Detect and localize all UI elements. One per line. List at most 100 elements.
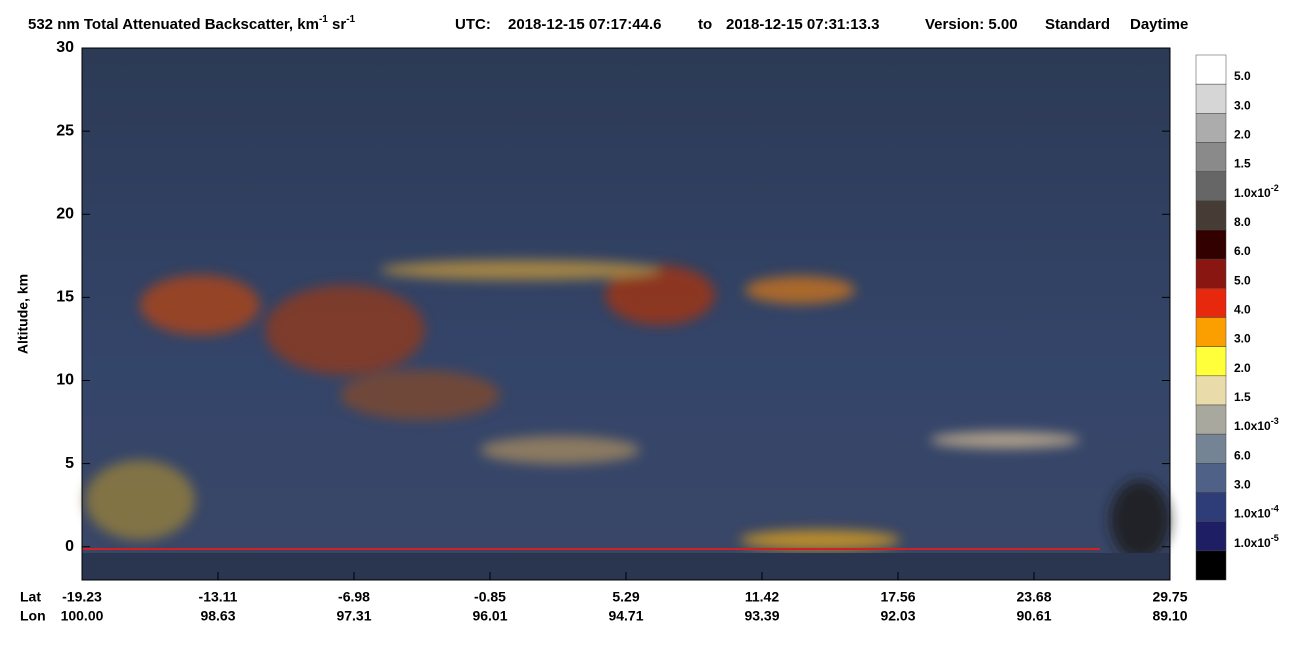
to-label: to bbox=[698, 16, 712, 33]
colorbar-label: 5.0 bbox=[1234, 274, 1251, 288]
lat-tick-label: -0.85 bbox=[474, 589, 506, 605]
colorbar-label-text: 5.0 bbox=[1234, 69, 1251, 83]
lon-tick-label: 92.03 bbox=[880, 608, 915, 624]
lat-tick-label: 11.42 bbox=[745, 589, 779, 605]
lon-tick-label: 100.00 bbox=[61, 608, 104, 624]
end-time: 2018-12-15 07:31:13.3 bbox=[726, 16, 879, 33]
colorbar-swatch bbox=[1195, 229, 1227, 260]
colorbar-label-text: 1.0x10 bbox=[1234, 536, 1271, 550]
colorbar-swatch bbox=[1195, 200, 1227, 231]
colorbar-label-exp: -5 bbox=[1271, 533, 1279, 543]
y-tick-label: 15 bbox=[56, 289, 74, 306]
colorbar-swatch bbox=[1195, 83, 1227, 114]
cloud-field bbox=[85, 260, 1170, 560]
colorbar-label: 1.5 bbox=[1234, 157, 1251, 171]
colorbar-swatch bbox=[1195, 492, 1227, 522]
colorbar-label-text: 1.5 bbox=[1234, 390, 1251, 404]
colorbar-label: 1.5 bbox=[1234, 390, 1251, 404]
colorbar-label: 4.0 bbox=[1234, 303, 1251, 317]
colorbar-label-text: 1.0x10 bbox=[1234, 419, 1271, 433]
chart-title: 532 nm Total Attenuated Backscatter, km-… bbox=[28, 14, 356, 33]
colorbar-swatch bbox=[1195, 113, 1227, 143]
lon-tick-label: 96.01 bbox=[472, 608, 507, 624]
lon-tick-label: 98.63 bbox=[200, 608, 235, 624]
colorbar-swatch bbox=[1195, 463, 1227, 493]
colorbar-swatch bbox=[1195, 258, 1227, 289]
y-tick-label: 25 bbox=[56, 122, 74, 139]
y-tick-label: 20 bbox=[56, 205, 74, 222]
colorbar-label: 3.0 bbox=[1234, 478, 1251, 492]
colorbar-label-text: 1.5 bbox=[1234, 157, 1251, 171]
colorbar-label: 2.0 bbox=[1234, 128, 1251, 142]
lat-tick-label: 5.29 bbox=[612, 589, 639, 605]
lon-tick-label: 90.61 bbox=[1016, 608, 1051, 624]
colorbar-label-text: 1.0x10 bbox=[1234, 507, 1271, 521]
colorbar: 5.03.02.01.51.0x10-28.06.05.04.03.02.01.… bbox=[1195, 54, 1279, 581]
colorbar-label-text: 3.0 bbox=[1234, 478, 1251, 492]
colorbar-label: 6.0 bbox=[1234, 244, 1251, 258]
lat-tick-label: -19.23 bbox=[62, 589, 102, 605]
y-tick-label: 0 bbox=[65, 538, 74, 555]
lat-tick-label: 29.75 bbox=[1152, 589, 1187, 605]
lat-tick-label: 17.56 bbox=[880, 589, 915, 605]
y-axis-label: Altitude, km bbox=[15, 274, 31, 354]
colorbar-label: 1.0x10-3 bbox=[1234, 417, 1279, 434]
colorbar-label-exp: -2 bbox=[1271, 183, 1279, 193]
colorbar-swatch bbox=[1195, 375, 1227, 406]
title-sup: -1 bbox=[319, 14, 328, 25]
lat-tick-label: -6.98 bbox=[338, 589, 370, 605]
colorbar-swatch bbox=[1195, 550, 1227, 581]
colorbar-swatch bbox=[1195, 54, 1227, 85]
lon-tick-label: 94.71 bbox=[608, 608, 643, 624]
colorbar-label: 3.0 bbox=[1234, 332, 1251, 346]
colorbar-label-text: 4.0 bbox=[1234, 303, 1251, 317]
lon-tick-label: 97.31 bbox=[336, 608, 371, 624]
colorbar-swatch bbox=[1195, 433, 1227, 464]
lat-tick-label: 23.68 bbox=[1016, 589, 1051, 605]
colorbar-label-exp: -4 bbox=[1271, 504, 1279, 514]
colorbar-label-text: 2.0 bbox=[1234, 361, 1251, 375]
product: Standard bbox=[1045, 16, 1110, 33]
title-text: sr bbox=[328, 16, 347, 33]
lat-label: Lat bbox=[20, 589, 41, 605]
colorbar-label-text: 5.0 bbox=[1234, 274, 1251, 288]
colorbar-label: 5.0 bbox=[1234, 69, 1251, 83]
y-tick-label: 30 bbox=[56, 39, 74, 56]
colorbar-swatch bbox=[1195, 346, 1227, 377]
colorbar-label-text: 3.0 bbox=[1234, 99, 1251, 113]
colorbar-label-text: 2.0 bbox=[1234, 128, 1251, 142]
utc-label: UTC: bbox=[455, 16, 491, 33]
colorbar-swatch bbox=[1195, 142, 1227, 172]
colorbar-label: 2.0 bbox=[1234, 361, 1251, 375]
colorbar-swatch bbox=[1195, 404, 1227, 435]
colorbar-swatch bbox=[1195, 521, 1227, 552]
lat-tick-label: -13.11 bbox=[199, 589, 238, 605]
colorbar-label-text: 1.0x10 bbox=[1234, 186, 1271, 200]
colorbar-label: 3.0 bbox=[1234, 99, 1251, 113]
version: Version: 5.00 bbox=[925, 16, 1018, 33]
colorbar-label-text: 3.0 bbox=[1234, 332, 1251, 346]
colorbar-label: 1.0x10-2 bbox=[1234, 183, 1279, 200]
colorbar-label-text: 6.0 bbox=[1234, 449, 1251, 463]
start-time: 2018-12-15 07:17:44.6 bbox=[508, 16, 661, 33]
colorbar-label: 6.0 bbox=[1234, 449, 1251, 463]
title-sup: -1 bbox=[346, 14, 355, 25]
y-tick-label: 5 bbox=[65, 455, 74, 472]
colorbar-swatch bbox=[1195, 288, 1227, 318]
colorbar-label-text: 8.0 bbox=[1234, 215, 1251, 229]
lon-label: Lon bbox=[20, 608, 46, 624]
lon-tick-label: 89.10 bbox=[1152, 608, 1187, 624]
title-text: 532 nm Total Attenuated Backscatter, km bbox=[28, 16, 319, 33]
colorbar-label-text: 6.0 bbox=[1234, 244, 1251, 258]
colorbar-swatch bbox=[1195, 171, 1227, 202]
colorbar-label-exp: -3 bbox=[1271, 417, 1279, 427]
colorbar-label: 1.0x10-4 bbox=[1234, 504, 1279, 521]
lon-tick-label: 93.39 bbox=[744, 608, 779, 624]
colorbar-label: 8.0 bbox=[1234, 215, 1251, 229]
y-tick-label: 10 bbox=[56, 372, 74, 389]
time-of-day: Daytime bbox=[1130, 16, 1188, 33]
colorbar-label: 1.0x10-5 bbox=[1234, 533, 1279, 550]
plot-area bbox=[81, 47, 1171, 581]
